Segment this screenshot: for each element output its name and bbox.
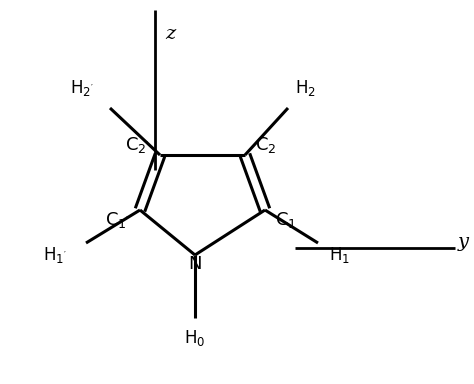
- Text: $\mathregular{H_2}$: $\mathregular{H_2}$: [294, 78, 316, 98]
- Text: $\mathregular{N}$: $\mathregular{N}$: [188, 255, 202, 273]
- Text: $\mathregular{C_2}$: $\mathregular{C_2}$: [255, 135, 276, 155]
- Text: z: z: [165, 25, 175, 43]
- Text: $\mathregular{H_1}$: $\mathregular{H_1}$: [329, 245, 351, 265]
- Text: $\mathregular{C_{1'}}$: $\mathregular{C_{1'}}$: [105, 210, 130, 230]
- Text: $\mathregular{H_{1'}}$: $\mathregular{H_{1'}}$: [43, 245, 67, 265]
- Text: $\mathregular{H_{2'}}$: $\mathregular{H_{2'}}$: [70, 78, 94, 98]
- Text: $\mathregular{C_1}$: $\mathregular{C_1}$: [275, 210, 297, 230]
- Text: $\mathregular{C_{2'}}$: $\mathregular{C_{2'}}$: [125, 135, 150, 155]
- Text: $\mathregular{H_0}$: $\mathregular{H_0}$: [184, 328, 206, 348]
- Text: y: y: [458, 233, 469, 251]
